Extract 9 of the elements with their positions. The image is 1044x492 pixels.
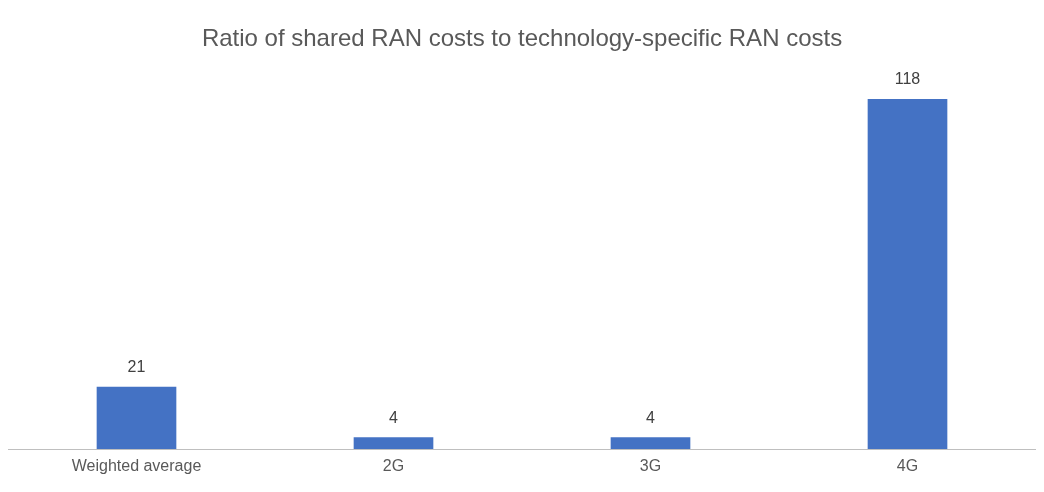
chart-title: Ratio of shared RAN costs to technology-specific RAN costs <box>201 23 843 51</box>
x-tick-label: 4G <box>896 456 919 474</box>
data-label: 4 <box>389 408 399 426</box>
x-tick-label: 3G <box>639 456 662 474</box>
x-tick-label: 2G <box>382 456 405 474</box>
data-label: 118 <box>894 70 921 88</box>
x-tick-label: Weighted average <box>71 456 202 474</box>
data-label: 4 <box>646 408 656 426</box>
data-label: 21 <box>127 358 146 376</box>
